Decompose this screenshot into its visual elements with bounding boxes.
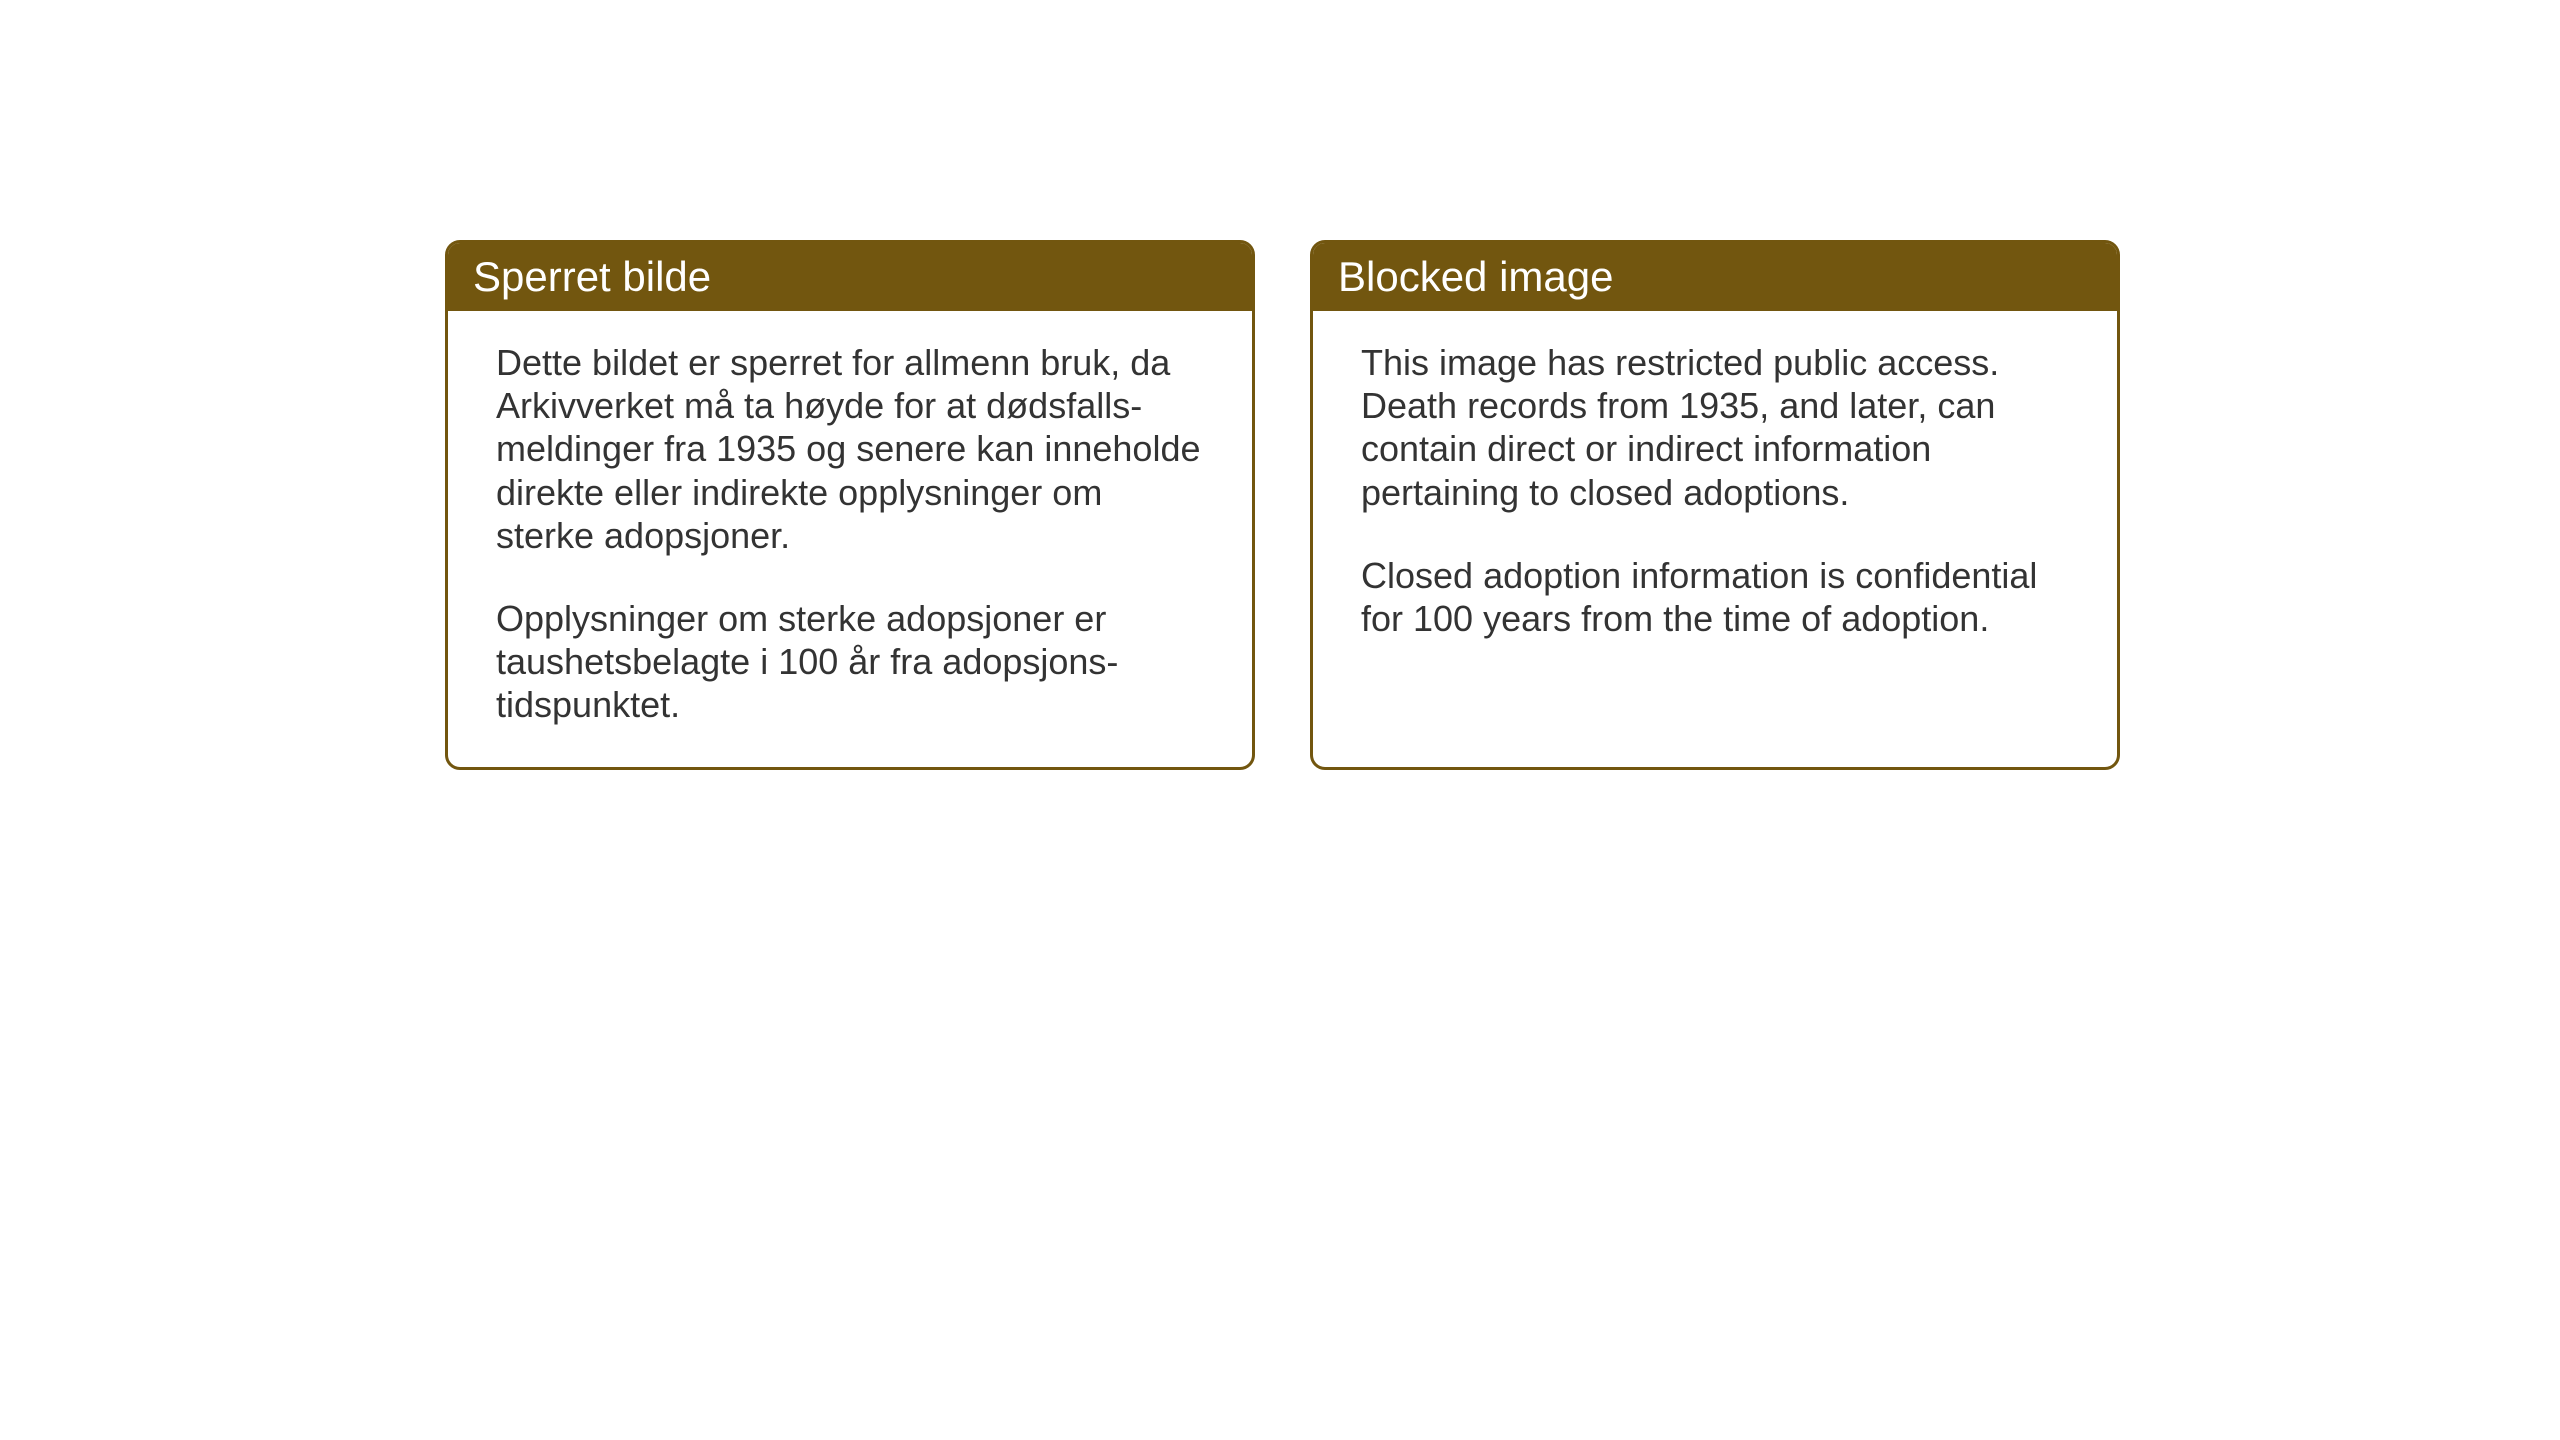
notice-card-norwegian: Sperret bilde Dette bildet er sperret fo… [445, 240, 1255, 770]
card-header-norwegian: Sperret bilde [448, 243, 1252, 311]
card-body-english: This image has restricted public access.… [1313, 311, 2117, 756]
notice-container: Sperret bilde Dette bildet er sperret fo… [445, 240, 2120, 770]
notice-card-english: Blocked image This image has restricted … [1310, 240, 2120, 770]
card-title-english: Blocked image [1338, 253, 1613, 300]
card-title-norwegian: Sperret bilde [473, 253, 711, 300]
card-paragraph-english-1: This image has restricted public access.… [1361, 341, 2069, 514]
card-paragraph-english-2: Closed adoption information is confident… [1361, 554, 2069, 640]
card-paragraph-norwegian-2: Opplysninger om sterke adopsjoner er tau… [496, 597, 1204, 727]
card-body-norwegian: Dette bildet er sperret for allmenn bruk… [448, 311, 1252, 767]
card-header-english: Blocked image [1313, 243, 2117, 311]
card-paragraph-norwegian-1: Dette bildet er sperret for allmenn bruk… [496, 341, 1204, 557]
